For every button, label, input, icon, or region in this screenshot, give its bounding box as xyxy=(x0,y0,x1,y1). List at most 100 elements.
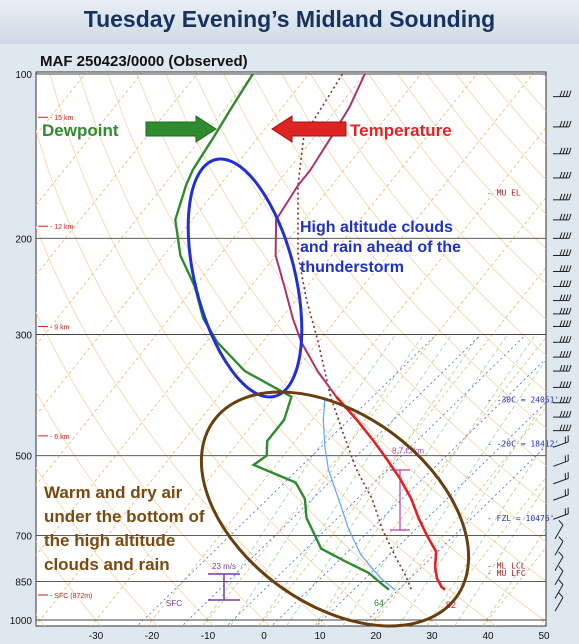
sounding-traces xyxy=(174,73,446,591)
wind-barb xyxy=(554,579,564,599)
plot-area xyxy=(35,71,547,627)
wind-barb-flag xyxy=(565,147,569,154)
wind-barb-flag xyxy=(562,410,566,418)
wind-barb xyxy=(553,232,572,239)
wind-barb xyxy=(553,381,572,388)
wind-barb-flag xyxy=(562,249,566,256)
wind-barb-flag xyxy=(559,364,563,372)
wind-barb-flag xyxy=(568,280,572,287)
wind-barb-staff xyxy=(554,584,564,599)
wind-barb-flag xyxy=(559,336,563,343)
wind-barb-flag xyxy=(568,350,572,358)
isotherm-line xyxy=(36,72,479,626)
wind-barb-flag xyxy=(559,147,563,154)
mixing-ratio-line xyxy=(271,358,546,626)
wind-barb-flag xyxy=(559,307,563,315)
temperature-tick-label: 10 xyxy=(314,631,326,642)
wind-barb-flag xyxy=(559,280,563,287)
axis-labels: 100 200 300 500 700 850 1000 -30 -20 -10 0 10 20 30 40… xyxy=(10,70,550,642)
wind-barb-flag xyxy=(568,364,572,372)
temperature-tick-label: 0 xyxy=(261,631,267,642)
warm-dry-callout-line: the high altitude xyxy=(44,531,175,550)
level-annotation: - -20C = 18412' xyxy=(487,439,559,448)
wind-barb-flag xyxy=(562,280,566,287)
wind-barb-flag xyxy=(568,232,572,239)
wind-barb xyxy=(553,364,572,372)
dry-adiabat-line xyxy=(36,540,102,626)
wind-barb-flag xyxy=(565,350,569,358)
wind-barb-flag xyxy=(564,436,566,443)
wind-barb xyxy=(553,213,572,221)
banner-title: Tuesday Evening’s Midland Sounding xyxy=(83,6,496,32)
isobars xyxy=(36,73,546,621)
wind-barb-staff xyxy=(554,597,564,612)
wind-barb-flag xyxy=(565,171,569,179)
isotherm-line xyxy=(202,196,546,626)
dewpoint-arrow xyxy=(145,115,217,143)
warm-dry-callout-line: clouds and rain xyxy=(44,555,170,574)
level-annotation: - FZL = 10476' xyxy=(487,514,554,523)
wind-barb-flag xyxy=(565,320,569,327)
surface-dewpoint-label: 64 xyxy=(374,598,384,608)
wind-barb-flag xyxy=(559,193,563,200)
pressure-tick-label: 850 xyxy=(15,577,32,588)
isotherm-line xyxy=(90,72,535,626)
dry-adiabat-line xyxy=(49,73,441,626)
mixing-ratio-line xyxy=(181,334,482,626)
wind-barb xyxy=(553,454,569,467)
level-annotation: - MU LFC xyxy=(487,569,526,578)
wind-barb-flag xyxy=(562,336,566,343)
isotherm-line xyxy=(314,336,546,626)
wind-barb-flag xyxy=(568,193,572,200)
wind-barb-flag xyxy=(558,519,564,526)
wind-barb xyxy=(553,488,569,501)
wind-barb-flag xyxy=(559,265,563,272)
wind-barb-flag xyxy=(559,424,563,431)
warm-dry-callout-line: under the bottom of xyxy=(44,507,205,526)
wind-barb xyxy=(553,171,572,179)
wind-barb-flag xyxy=(565,193,569,200)
wind-barb-flag xyxy=(568,396,572,403)
wind-barb xyxy=(553,396,572,404)
wetbulb-trace xyxy=(322,396,395,591)
isotherm-line xyxy=(36,72,255,346)
station-header: MAF 250423/0000 (Observed) xyxy=(40,53,248,70)
wind-barb-flag xyxy=(565,410,569,418)
temperature-tick-label: 40 xyxy=(482,631,494,642)
wind-barb-flag xyxy=(564,473,566,480)
lapse-rate-label: 8.7 C/km xyxy=(392,447,424,456)
wind-barb xyxy=(553,435,569,448)
wind-barb xyxy=(553,507,569,520)
temperature-tick-label: 20 xyxy=(370,631,382,642)
wind-barb xyxy=(553,90,572,98)
wind-barb-flag xyxy=(565,213,569,221)
wind-barb-flag xyxy=(562,307,566,315)
wind-barb xyxy=(553,472,569,485)
wind-barb-flag xyxy=(562,350,566,358)
wind-barb-flag xyxy=(564,455,566,462)
wind-barb-flag xyxy=(562,147,566,154)
dry-adiabat-line xyxy=(252,73,546,429)
wind-barb xyxy=(553,294,572,302)
wind-barb xyxy=(553,280,572,287)
pressure-tick-label: 300 xyxy=(15,331,32,342)
moist-adiabat-line xyxy=(370,359,546,626)
callouts: Dewpoint Temperature High altitude clouds a… xyxy=(42,115,471,628)
level-annotation: - -30C = 24051' xyxy=(487,396,559,405)
wind-barb-flag xyxy=(558,551,564,558)
wind-barb-flag xyxy=(568,424,572,431)
wind-barb-staff xyxy=(554,541,564,556)
height-label: - 12 km xyxy=(50,224,74,231)
wind-barb-flag xyxy=(568,147,572,154)
wind-barb xyxy=(554,592,564,612)
wind-barb-flag xyxy=(568,307,572,315)
wind-barb xyxy=(553,265,572,273)
pressure-tick-label: 100 xyxy=(15,70,32,81)
wind-barb-flag xyxy=(568,213,572,221)
wind-barb-flag xyxy=(564,489,566,496)
dry-adiabat-line xyxy=(136,73,546,582)
pressure-tick-label: 700 xyxy=(15,531,32,542)
wind-barb-flag xyxy=(565,249,569,256)
wind-barb-flag xyxy=(559,410,563,418)
clouds-callout-line: thunderstorm xyxy=(300,259,404,276)
